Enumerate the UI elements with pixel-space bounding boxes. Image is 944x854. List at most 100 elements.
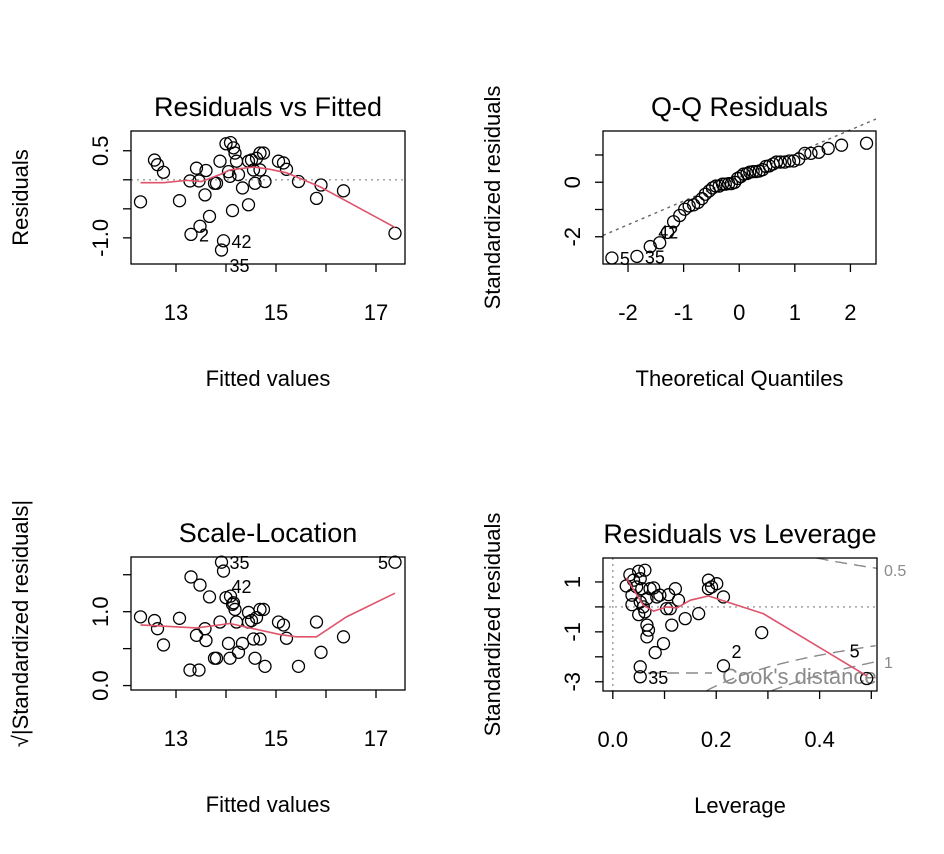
data-point bbox=[773, 155, 788, 169]
x-tick-label: 1 bbox=[789, 300, 801, 325]
data-point bbox=[691, 606, 706, 621]
y-axis-title: √|Standardized residuals| bbox=[8, 500, 33, 747]
data-point bbox=[336, 630, 351, 644]
smoother-line bbox=[140, 166, 396, 229]
x-tick-label: 0 bbox=[733, 300, 745, 325]
data-point bbox=[804, 146, 818, 160]
data-point bbox=[256, 146, 271, 160]
data-point bbox=[716, 590, 731, 604]
x-axis-title: Fitted values bbox=[206, 792, 331, 817]
data-point bbox=[701, 582, 716, 596]
data-point bbox=[213, 154, 227, 168]
data-point bbox=[633, 572, 647, 586]
cooks-legend-label: Cook's distance bbox=[722, 664, 877, 689]
smoother-line bbox=[140, 592, 396, 638]
x-tick-label: 2 bbox=[844, 300, 856, 325]
data-point bbox=[156, 165, 171, 179]
y-tick-label: 0.0 bbox=[88, 670, 113, 701]
x-axis-title: Leverage bbox=[694, 793, 786, 818]
x-tick-label: 17 bbox=[364, 300, 388, 325]
y-tick-label: 0.5 bbox=[88, 135, 113, 166]
point-label: 5 bbox=[850, 642, 860, 662]
data-point bbox=[225, 597, 240, 611]
data-point bbox=[276, 156, 291, 170]
data-point bbox=[248, 176, 262, 190]
data-point bbox=[691, 195, 705, 210]
data-point bbox=[223, 651, 237, 665]
x-tick-label: 0.2 bbox=[701, 727, 732, 752]
data-point bbox=[258, 174, 272, 189]
data-point bbox=[782, 154, 796, 168]
data-point bbox=[147, 613, 162, 628]
plot-area bbox=[133, 555, 402, 677]
data-point bbox=[663, 602, 677, 616]
data-point bbox=[249, 610, 264, 625]
panel-title: Residuals vs Leverage bbox=[603, 519, 876, 549]
data-point bbox=[291, 174, 306, 189]
plot-area bbox=[602, 118, 877, 265]
data-point bbox=[221, 636, 236, 651]
data-point bbox=[213, 615, 227, 629]
data-point bbox=[156, 638, 171, 652]
smoother-line bbox=[625, 577, 868, 677]
data-point bbox=[755, 625, 769, 640]
data-point bbox=[640, 592, 654, 606]
data-point bbox=[253, 163, 267, 177]
point-label: 2 bbox=[199, 225, 209, 245]
data-point bbox=[656, 636, 671, 651]
data-point bbox=[709, 179, 723, 193]
y-tick-label: -1.0 bbox=[88, 219, 113, 257]
data-point bbox=[630, 249, 644, 264]
data-point bbox=[660, 225, 675, 240]
qq-reference-line bbox=[602, 118, 877, 237]
data-point bbox=[223, 589, 238, 603]
data-point bbox=[653, 588, 667, 602]
scale-location-panel: Scale-Location Fitted values √|Standardize… bbox=[8, 500, 406, 817]
data-point bbox=[150, 622, 165, 636]
data-point bbox=[834, 138, 849, 152]
data-point bbox=[821, 141, 835, 156]
data-point bbox=[641, 623, 656, 637]
data-point bbox=[202, 209, 217, 224]
data-point bbox=[253, 632, 267, 646]
data-point bbox=[253, 602, 267, 617]
data-point bbox=[225, 203, 240, 218]
data-point bbox=[241, 198, 256, 212]
point-label: 35 bbox=[230, 553, 250, 573]
data-point bbox=[276, 618, 291, 632]
data-point bbox=[755, 163, 770, 177]
data-point bbox=[605, 251, 619, 265]
data-point bbox=[199, 163, 213, 178]
y-tick-label: -3 bbox=[560, 672, 585, 692]
x-tick-label: 13 bbox=[164, 300, 188, 325]
point-label: 2 bbox=[731, 642, 741, 662]
panel-title: Residuals vs Fitted bbox=[154, 92, 382, 122]
data-point bbox=[716, 659, 731, 673]
x-tick-label: 17 bbox=[364, 726, 388, 751]
plot-area: Cook's distance bbox=[603, 558, 877, 691]
plot-frame bbox=[602, 130, 877, 265]
data-point bbox=[214, 555, 229, 569]
data-point bbox=[202, 590, 217, 604]
data-point bbox=[258, 659, 272, 674]
data-point bbox=[860, 671, 874, 686]
y-tick-label: 1.0 bbox=[88, 596, 113, 627]
panel-title: Q-Q Residuals bbox=[651, 92, 828, 122]
data-point bbox=[695, 191, 709, 206]
x-tick-label: -1 bbox=[674, 300, 694, 325]
panel-title: Scale-Location bbox=[179, 518, 358, 548]
point-label: 35 bbox=[230, 256, 250, 276]
data-point bbox=[309, 191, 324, 206]
data-point bbox=[133, 195, 148, 209]
data-point bbox=[678, 202, 692, 216]
data-point bbox=[226, 141, 241, 155]
data-point bbox=[172, 611, 187, 625]
y-axis-title: Standardized residuals bbox=[480, 513, 505, 737]
plot-frame bbox=[130, 130, 406, 265]
data-point bbox=[678, 611, 692, 626]
data-point bbox=[256, 602, 271, 617]
data-point bbox=[309, 615, 324, 629]
cooks-contour-label: 1 bbox=[884, 655, 893, 672]
data-point bbox=[193, 578, 207, 592]
y-tick-label: 1 bbox=[560, 576, 585, 588]
